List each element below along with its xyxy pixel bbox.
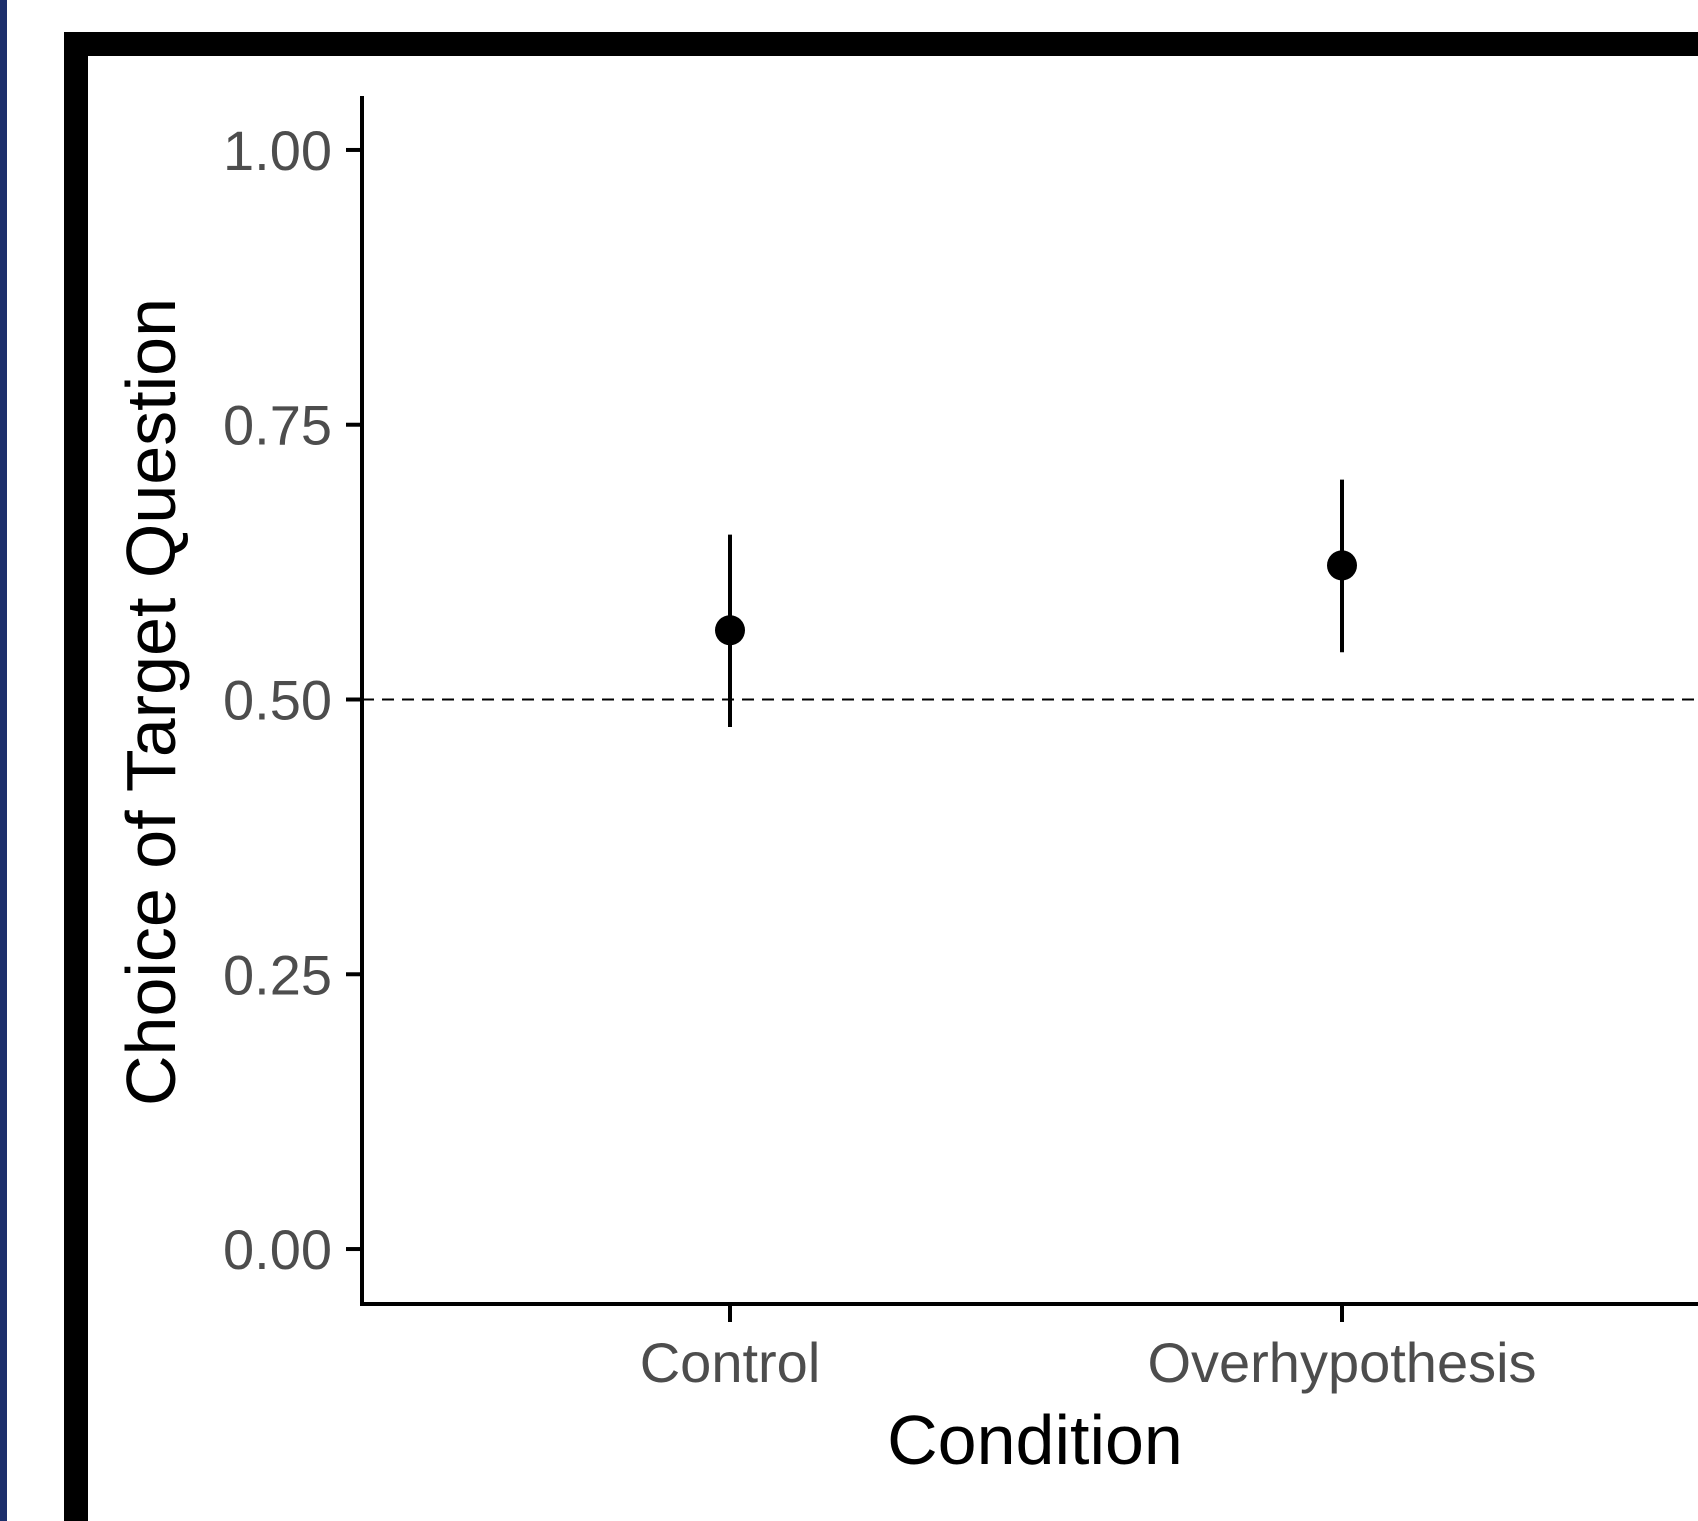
y-axis-title: Choice of Target Question: [112, 298, 190, 1106]
chart-frame: [64, 32, 1698, 1521]
left-edge-strip: [0, 0, 7, 1521]
axes-layer: [360, 96, 1698, 1306]
y-tick-label: 0.00: [223, 1218, 332, 1281]
y-tick-label: 0.75: [223, 394, 332, 457]
x-axis-title: Condition: [887, 1401, 1183, 1479]
x-ticks: Control Overhypothesis: [640, 1304, 1537, 1394]
data-point: [715, 615, 745, 646]
y-tick-label: 0.25: [223, 943, 332, 1006]
x-tick-label: Overhypothesis: [1147, 1331, 1536, 1394]
y-tick-label: 1.00: [223, 119, 332, 182]
y-ticks: 0.00 0.25 0.50 0.75 1.00: [223, 119, 362, 1281]
data-point: [1327, 550, 1357, 581]
data-marks: [715, 479, 1357, 727]
x-tick-label: Control: [640, 1331, 821, 1394]
y-tick-label: 0.50: [223, 669, 332, 732]
